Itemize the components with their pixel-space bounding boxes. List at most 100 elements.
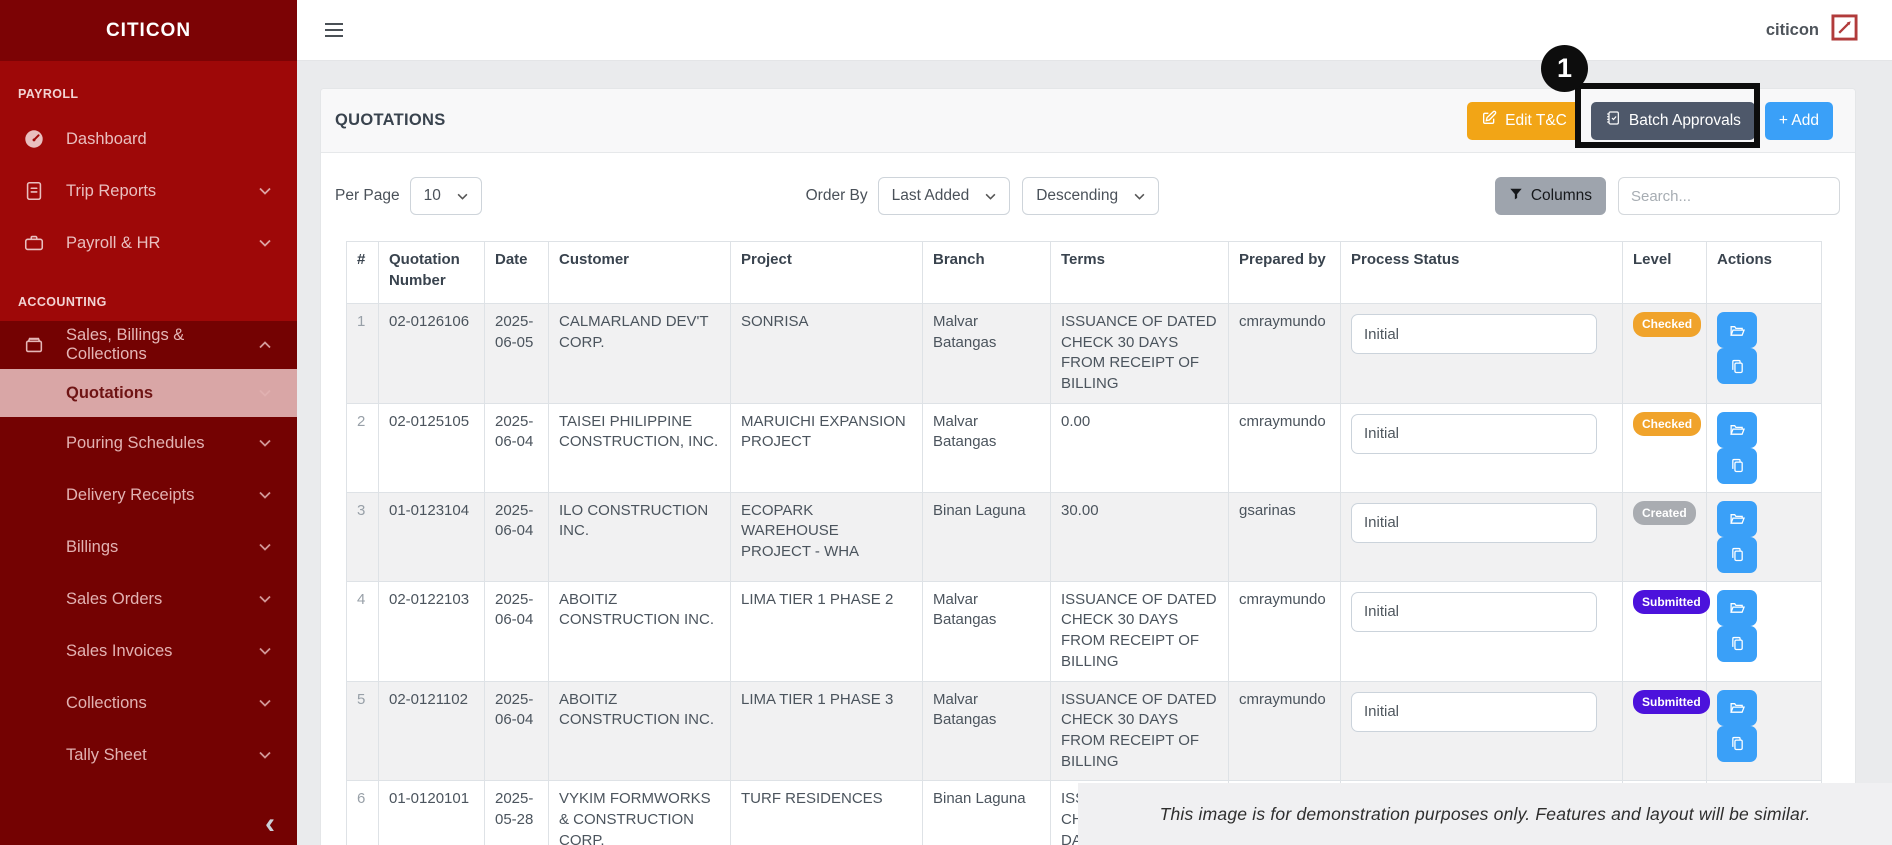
- process-status-input[interactable]: [1351, 413, 1597, 454]
- cell-date: 2025-06-04: [484, 580, 549, 682]
- open-folder-button[interactable]: [1717, 312, 1757, 348]
- per-page-select[interactable]: 10: [409, 177, 482, 215]
- sales-submenu: Quotations Pouring Schedules Delivery Re…: [0, 369, 297, 781]
- cell-prepared-by: gsarinas: [1228, 491, 1341, 582]
- cell-date: 2025-06-04: [484, 680, 549, 782]
- order-by-select[interactable]: Last Added: [877, 177, 1011, 215]
- accounting-menu-region: Sales, Billings & Collections Quotations…: [0, 321, 297, 845]
- sidebar-item-label: Sales, Billings & Collections: [66, 326, 185, 363]
- cell-branch: Binan Laguna: [922, 491, 1051, 582]
- chevron-down-icon: [259, 491, 271, 499]
- sidebar-item-sales-orders[interactable]: Sales Orders: [0, 573, 297, 625]
- table-row: 2 02-0125105 2025-06-04 TAISEI PHILIPPIN…: [346, 402, 1822, 493]
- sidebar-item-payroll-hr[interactable]: Payroll & HR: [0, 217, 297, 269]
- cell-prepared-by: cmraymundo: [1228, 680, 1341, 782]
- add-button[interactable]: + Add: [1764, 101, 1833, 140]
- cell-quotation-number: 01-0123104: [378, 491, 485, 582]
- column-header-customer: Customer: [548, 241, 731, 304]
- cell-date: 2025-06-04: [484, 491, 549, 582]
- sidebar-item-quotations[interactable]: Quotations: [0, 369, 297, 417]
- cell-branch: Malvar Batangas: [922, 580, 1051, 682]
- cell-customer: ILO CONSTRUCTION INC.: [548, 491, 731, 582]
- table-row: 1 02-0126106 2025-06-05 CALMARLAND DEV'T…: [346, 303, 1822, 404]
- cell-customer: CALMARLAND DEV'T CORP.: [548, 303, 731, 404]
- process-status-input[interactable]: [1351, 591, 1597, 632]
- cell-date: 2025-06-05: [484, 303, 549, 404]
- chevron-down-icon: [259, 239, 271, 247]
- column-header-process-status: Process Status: [1340, 241, 1623, 304]
- sidebar-item-dashboard[interactable]: Dashboard: [0, 113, 297, 165]
- open-folder-button[interactable]: [1717, 589, 1757, 626]
- per-page-label: Per Page: [335, 187, 400, 204]
- main-content: QUOTATIONS Edit T&C Batch Approvals + Ad…: [297, 61, 1892, 845]
- cell-customer: ABOITIZ CONSTRUCTION INC.: [548, 580, 731, 682]
- cell-project: LIMA TIER 1 PHASE 3: [730, 680, 923, 782]
- sidebar-item-billings[interactable]: Billings: [0, 521, 297, 573]
- open-folder-button[interactable]: [1717, 411, 1757, 448]
- copy-button[interactable]: [1717, 348, 1757, 384]
- sidebar-item-sales-invoices[interactable]: Sales Invoices: [0, 625, 297, 677]
- cell-date: 2025-05-28: [484, 780, 549, 845]
- sidebar-item-tally-sheet[interactable]: Tally Sheet: [0, 729, 297, 781]
- copy-button[interactable]: [1717, 536, 1757, 573]
- table-controls: Per Page 10 Order By Last Added Descendi…: [321, 153, 1855, 215]
- cell-actions: [1706, 491, 1822, 582]
- cell-row-number: 5: [346, 680, 379, 782]
- table-row: 4 02-0122103 2025-06-04 ABOITIZ CONSTRUC…: [346, 580, 1822, 682]
- cell-terms: 0.00: [1050, 402, 1229, 493]
- disclaimer-banner: This image is for demonstration purposes…: [1078, 783, 1892, 845]
- copy-button[interactable]: [1717, 625, 1757, 662]
- cell-level: Checked: [1622, 402, 1707, 493]
- open-folder-button[interactable]: [1717, 500, 1757, 537]
- cell-project: ECOPARK WAREHOUSE PROJECT - WHA: [730, 491, 923, 582]
- username: citicon: [1765, 20, 1819, 39]
- cell-project: LIMA TIER 1 PHASE 2: [730, 580, 923, 682]
- level-badge: Created: [1633, 500, 1696, 526]
- copy-button[interactable]: [1717, 447, 1757, 484]
- cell-terms: 30.00: [1050, 491, 1229, 582]
- topbar: citicon: [297, 0, 1892, 61]
- sidebar-item-delivery-receipts[interactable]: Delivery Receipts: [0, 469, 297, 521]
- column-header-actions: Actions: [1706, 241, 1822, 304]
- column-header--: #: [346, 241, 379, 304]
- card-header: QUOTATIONS Edit T&C Batch Approvals + Ad…: [321, 89, 1855, 153]
- chevron-down-icon: [259, 543, 271, 551]
- table-row: 3 01-0123104 2025-06-04 ILO CONSTRUCTION…: [346, 491, 1822, 582]
- app-logo: CITICON: [0, 0, 297, 61]
- chevron-down-icon: [259, 187, 271, 195]
- batch-approvals-button[interactable]: Batch Approvals: [1590, 101, 1755, 140]
- page-title: QUOTATIONS: [335, 111, 446, 129]
- direction-select[interactable]: Descending: [1022, 177, 1160, 215]
- hamburger-menu-icon[interactable]: [325, 19, 343, 41]
- cell-project: TURF RESIDENCES: [730, 780, 923, 845]
- process-status-input[interactable]: [1351, 502, 1597, 543]
- open-folder-button[interactable]: [1717, 689, 1757, 726]
- user-area[interactable]: citicon: [1766, 14, 1858, 46]
- edit-tc-button[interactable]: Edit T&C: [1467, 101, 1581, 140]
- briefcase-icon: [22, 231, 46, 255]
- cell-quotation-number: 01-0120101: [378, 780, 485, 845]
- sidebar-item-label: Trip Reports: [66, 181, 157, 200]
- process-status-input[interactable]: [1351, 691, 1597, 732]
- sidebar-item-collections[interactable]: Collections: [0, 677, 297, 729]
- process-status-input[interactable]: [1351, 314, 1597, 354]
- cell-prepared-by: cmraymundo: [1228, 303, 1341, 404]
- cell-actions: [1706, 680, 1822, 782]
- cell-terms: ISSUANCE OF DATED CHECK 30 DAYS FROM REC…: [1050, 580, 1229, 682]
- cell-customer: VYKIM FORMWORKS & CONSTRUCTION CORP.: [548, 780, 731, 845]
- quotations-table-wrap: # Quotation Number Date Customer Project Bran…: [321, 215, 1855, 845]
- annotation-step-badge: 1: [1541, 45, 1588, 92]
- citicon-logo-icon: [1831, 14, 1858, 46]
- order-by-label: Order By: [805, 187, 868, 204]
- search-input[interactable]: [1617, 177, 1840, 215]
- sidebar-item-sales-billings-collections[interactable]: Sales, Billings & Collections: [0, 321, 297, 369]
- cell-terms: ISSUANCE OF DATED CHECK 30 DAYS FROM REC…: [1050, 303, 1229, 404]
- sidebar-collapse-button[interactable]: ‹: [265, 807, 275, 840]
- copy-button[interactable]: [1717, 725, 1757, 762]
- cell-quotation-number: 02-0125105: [378, 402, 485, 493]
- columns-button[interactable]: Columns: [1494, 177, 1606, 215]
- cell-process-status: [1340, 303, 1623, 404]
- sidebar-item-trip-reports[interactable]: Trip Reports: [0, 165, 297, 217]
- column-header-project: Project: [730, 241, 923, 304]
- sidebar-item-pouring-schedules[interactable]: Pouring Schedules: [0, 417, 297, 469]
